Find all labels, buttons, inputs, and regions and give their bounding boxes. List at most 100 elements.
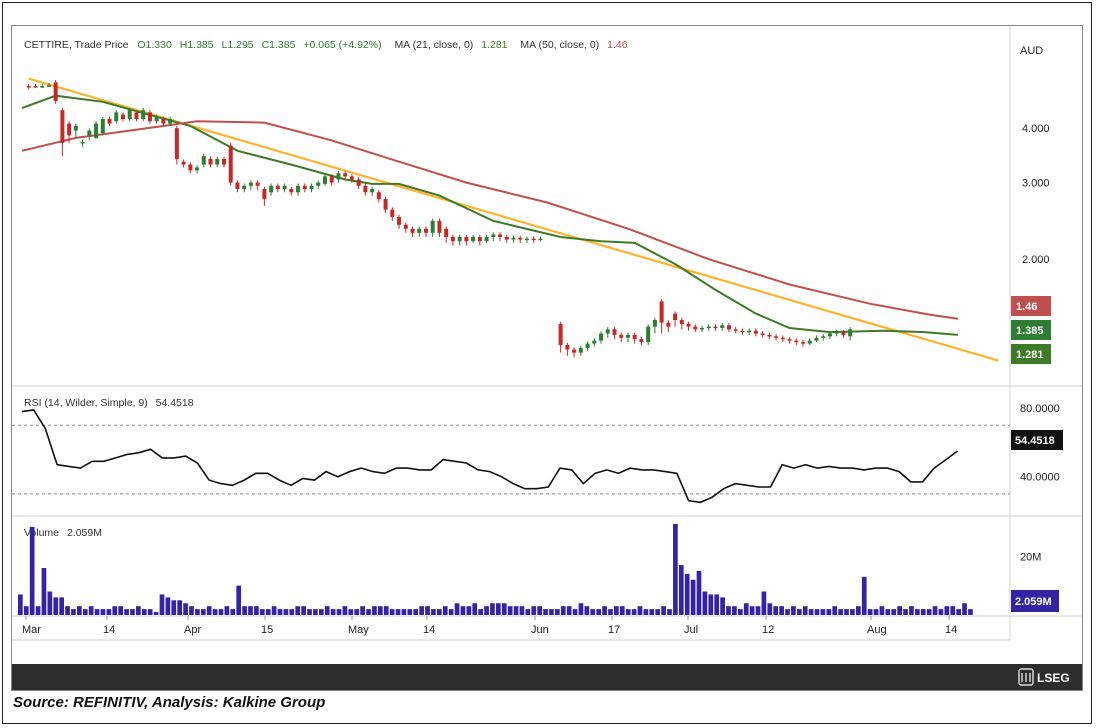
candle-body [390, 209, 395, 218]
rsi-header: RSI (14, Wilder, Simple, 9) 54.4518 [24, 397, 194, 409]
volume-bar [35, 606, 41, 615]
candle-body [848, 329, 853, 337]
volume-bar [159, 594, 165, 615]
candle-body [269, 185, 274, 193]
volume-bar [507, 606, 513, 615]
volume-bar [572, 609, 578, 615]
candle-body [80, 141, 85, 144]
ma21-line [21, 94, 958, 336]
volume-bar [873, 609, 879, 615]
volume-bar [88, 606, 94, 615]
volume-bar [436, 609, 442, 615]
ma21-tag: 1.281 [1016, 349, 1044, 361]
volume-bar [690, 579, 696, 615]
candle-body [248, 182, 253, 186]
volume-bar [903, 609, 908, 615]
candle-body [154, 116, 159, 122]
candle-body [477, 236, 482, 242]
candle-body [801, 342, 806, 344]
volume-bar [796, 609, 802, 615]
volume-bar [956, 609, 961, 615]
ma50-value: 1.46 [607, 39, 628, 51]
ma50-line [21, 120, 959, 320]
candle-body [686, 323, 691, 327]
rsi-tick-label: 40.0000 [1020, 472, 1060, 484]
volume-bar [71, 609, 76, 615]
candle-body [444, 228, 449, 237]
volume-bar [466, 606, 472, 615]
candle-body [787, 339, 792, 341]
volume-bar [661, 606, 666, 615]
volume-bar [560, 606, 566, 615]
candle-body [322, 176, 327, 184]
price-panel: 4.000 3.000 2.000 [21, 77, 1050, 362]
candle-body [397, 217, 402, 225]
candle-body [565, 345, 570, 350]
volume-bar [53, 597, 59, 615]
chart-svg: CETTIRE, Trade Price O1.330 H1.385 L1.29… [12, 26, 1082, 690]
volume-bar [342, 606, 348, 615]
volume-bar [891, 609, 897, 615]
volume-bar [590, 609, 596, 615]
volume-bar [413, 609, 419, 615]
currency-label: AUD [1020, 45, 1043, 57]
volume-bar [47, 591, 53, 615]
time-tick-label: 15 [261, 624, 273, 636]
volume-bar [195, 609, 200, 615]
candle-body [228, 145, 233, 183]
header-open: O1.330 [137, 39, 172, 51]
volume-bar [77, 606, 82, 615]
volume-bar [136, 606, 141, 615]
volume-bar [549, 609, 554, 615]
volume-bar [897, 606, 902, 615]
candle-body [612, 329, 617, 335]
time-tick-label: Jun [531, 624, 549, 636]
volume-bar [18, 594, 23, 615]
volume-bar [749, 606, 755, 615]
volume-bar [614, 606, 619, 615]
candle-body [275, 185, 280, 189]
volume-bar [106, 609, 112, 615]
candle-body [639, 339, 644, 343]
volume-bar [283, 609, 289, 615]
volume-bar [130, 609, 135, 615]
candle-body [572, 349, 577, 353]
volume-bar [189, 606, 194, 615]
volume-bar [377, 606, 383, 615]
header-change: +0.065 (+4.92%) [303, 39, 381, 51]
volume-bar [248, 606, 253, 615]
volume-value: 2.059M [67, 527, 102, 539]
volume-bar [779, 606, 784, 615]
price-tick-label: 4.000 [1022, 123, 1050, 135]
volume-bar [802, 606, 808, 615]
volume-bar [566, 606, 572, 615]
candle-body [53, 82, 58, 101]
candle-body [40, 86, 45, 88]
candle-body [700, 327, 705, 330]
time-tick-label: May [348, 624, 369, 636]
volume-bar [147, 609, 153, 615]
volume-bar [914, 609, 920, 615]
candle-body [767, 334, 772, 337]
candle-body [659, 301, 664, 323]
candle-body [430, 220, 435, 233]
candle-body [491, 234, 496, 237]
candle-body [518, 237, 523, 240]
candle-body [498, 234, 503, 237]
volume-bar [330, 609, 336, 615]
candle-body [127, 110, 132, 120]
time-tick-label: 14 [945, 624, 957, 636]
candle-body [814, 337, 819, 341]
volume-bar [714, 594, 720, 615]
volume-bar [307, 609, 312, 615]
volume-bar [743, 603, 749, 615]
volume-bar [838, 609, 843, 615]
candle-body [168, 119, 173, 124]
time-tick-label: 14 [423, 624, 435, 636]
volume-bar [23, 606, 29, 615]
candle-body [46, 85, 51, 87]
volume-bar [602, 606, 607, 615]
candle-body [343, 173, 348, 177]
volume-bar [844, 609, 849, 615]
candle-body [807, 340, 812, 344]
